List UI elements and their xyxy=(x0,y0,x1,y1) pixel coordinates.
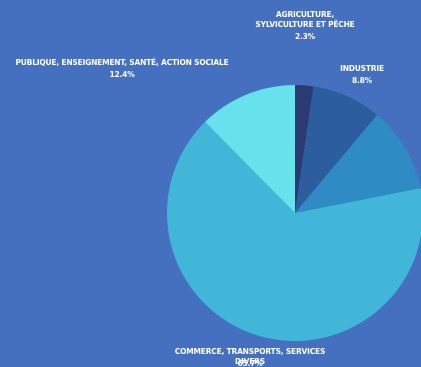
pie-slice xyxy=(295,85,314,213)
slice-value: 65.7% xyxy=(237,359,263,367)
slice-label: COMMERCE, TRANSPORTS, SERVICES DIVERS xyxy=(174,347,326,366)
pie-slice xyxy=(167,121,421,341)
slice-label: INDUSTRIE xyxy=(340,64,384,73)
pie-slice xyxy=(295,114,421,213)
pie-slice xyxy=(295,86,378,213)
slice-label: PUBLIQUE, ENSEIGNEMENT, SANTÉ, ACTION SO… xyxy=(15,58,229,67)
slice-value: 12.4% xyxy=(109,70,135,79)
slice-value: 2.3% xyxy=(294,32,316,41)
slice-value: 8.8% xyxy=(351,76,373,85)
slice-label: AGRICULTURE, SYLVICULTURE ET PÊCHE xyxy=(255,10,355,29)
pie-slice xyxy=(205,85,295,213)
